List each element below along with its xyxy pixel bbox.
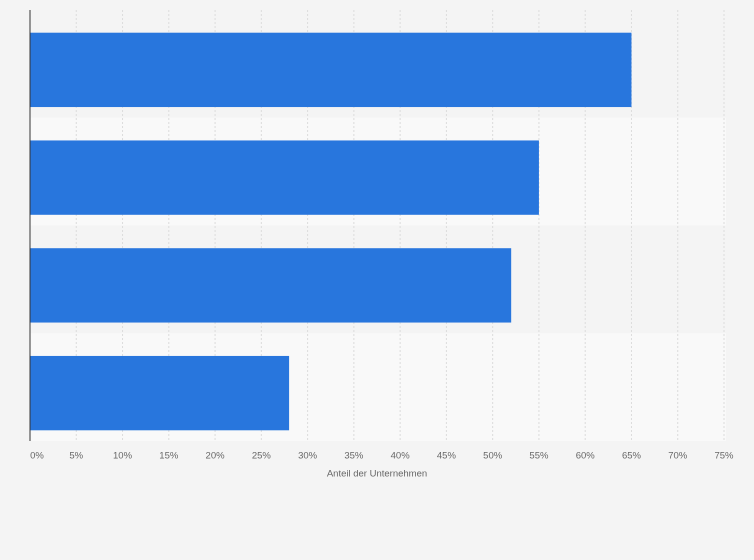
x-tick-label: 75% [714, 451, 734, 462]
x-tick-label: 65% [622, 451, 642, 462]
x-tick-label: 55% [529, 451, 549, 462]
x-tick-label: 25% [252, 451, 272, 462]
x-tick-label: 0% [30, 451, 44, 462]
x-tick-label: 30% [298, 451, 318, 462]
x-tick-label: 45% [437, 451, 457, 462]
bar [30, 355, 290, 431]
x-tick-label: 50% [483, 451, 503, 462]
x-tick-label: 35% [344, 451, 364, 462]
x-tick-label: 5% [69, 451, 83, 462]
x-tick-label: 40% [391, 451, 411, 462]
bar [30, 32, 632, 108]
x-axis-label: Anteil der Unternehmen [327, 469, 427, 480]
x-tick-label: 60% [576, 451, 596, 462]
bar [30, 140, 539, 215]
bar [30, 248, 512, 323]
x-tick-label: 70% [668, 451, 688, 462]
x-tick-label: 10% [113, 451, 133, 462]
x-tick-label: 20% [206, 451, 226, 462]
x-tick-label: 15% [159, 451, 179, 462]
